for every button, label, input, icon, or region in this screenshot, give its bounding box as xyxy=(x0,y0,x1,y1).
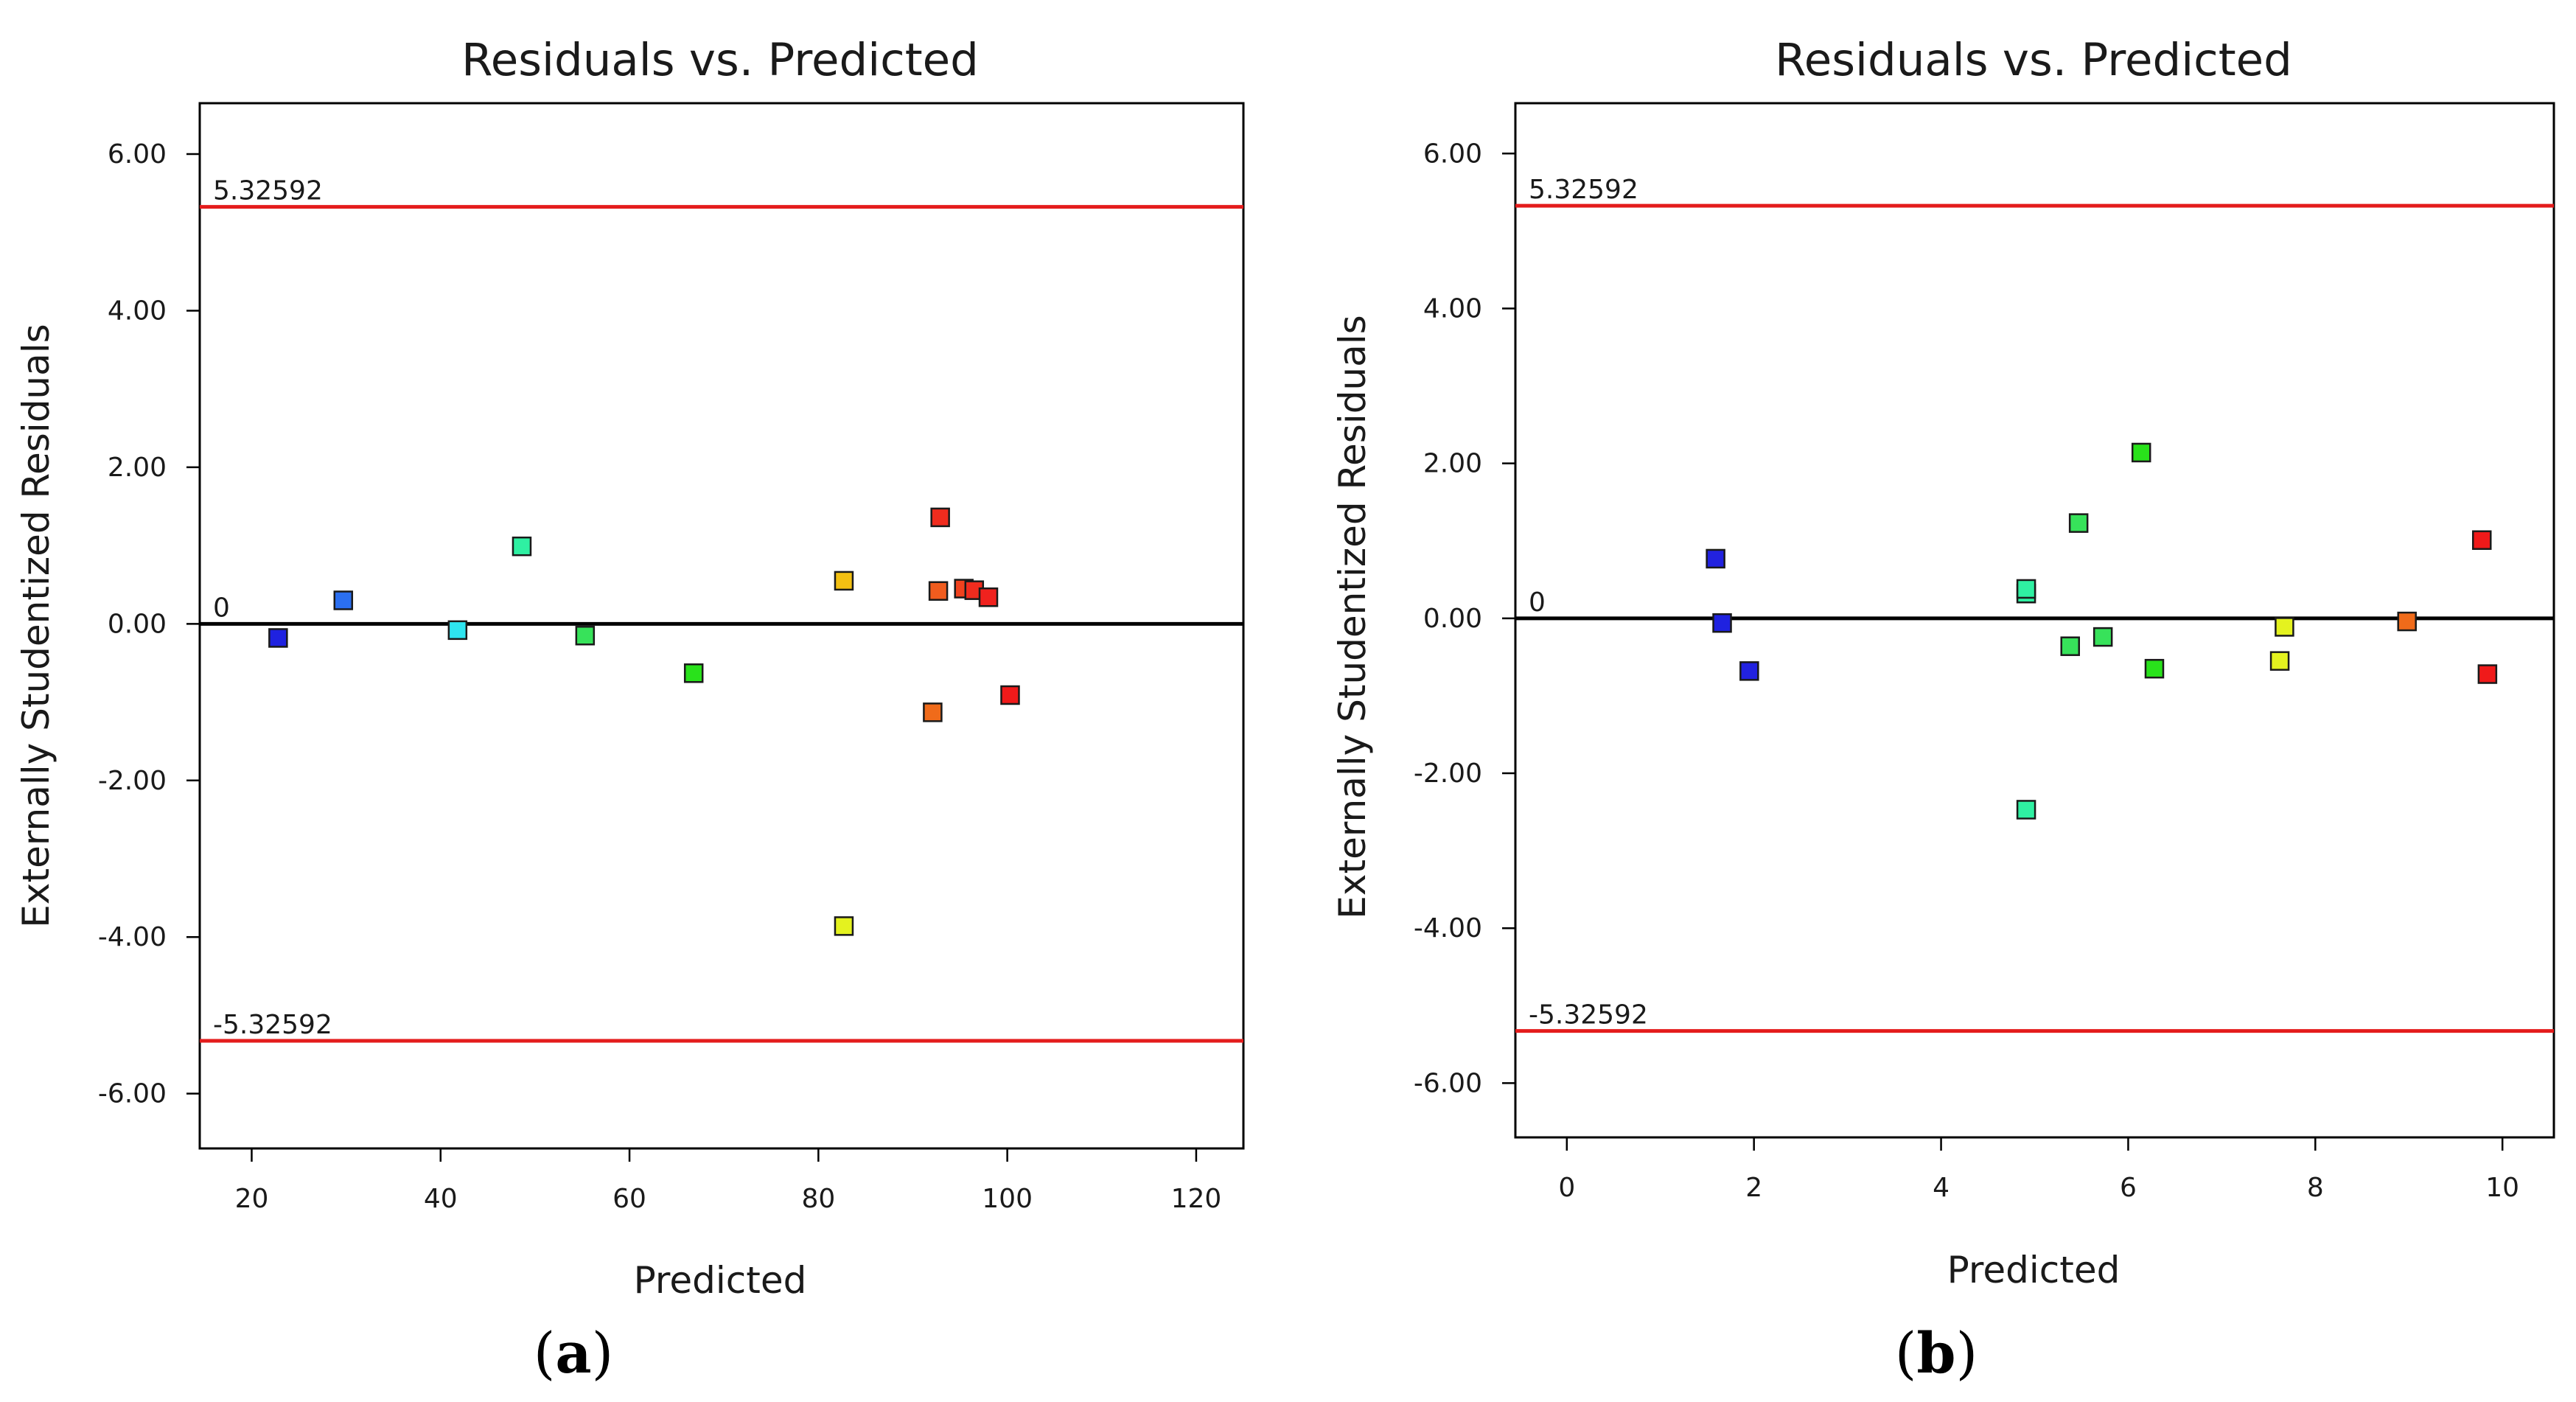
data-point xyxy=(2275,617,2294,637)
y-tick-label: -6.00 xyxy=(98,1079,167,1109)
data-point xyxy=(834,571,854,591)
chart-title: Residuals vs. Predicted xyxy=(461,34,979,86)
y-tick-label: -6.00 xyxy=(1414,1068,1482,1098)
y-tick-label: 6.00 xyxy=(108,139,167,170)
data-point xyxy=(268,628,288,648)
chart-title: Residuals vs. Predicted xyxy=(1775,34,2292,86)
data-point xyxy=(2269,651,2290,671)
panel-a: Residuals vs. Predicted 6.00 4.00 2.00 0.00… xyxy=(15,34,1245,1386)
x-axis: 0 2 4 6 8 10 xyxy=(1558,1137,2519,1203)
data-point xyxy=(2472,530,2492,550)
data-point xyxy=(1739,661,1759,681)
plot-frame xyxy=(1514,102,2555,1139)
panel-label: (b) xyxy=(1895,1320,1978,1386)
data-point xyxy=(928,581,949,601)
reference-line-label: -5.32592 xyxy=(213,1010,332,1040)
x-tick-label: 60 xyxy=(612,1184,646,1214)
data-point xyxy=(2477,664,2498,684)
y-axis: 6.00 4.00 2.00 0.00 -2.00 -4.00 -6.00 xyxy=(1414,139,1515,1098)
x-tick-label: 0 xyxy=(1558,1173,1575,1203)
y-tick-label: 0.00 xyxy=(108,609,167,639)
y-tick-label: -4.00 xyxy=(1414,913,1482,944)
data-point xyxy=(2016,579,2036,599)
reference-line-label: 0 xyxy=(213,593,230,623)
data-point xyxy=(930,507,950,528)
reference-lines: 5.32592 0 -5.32592 xyxy=(1515,175,2554,1033)
data-point xyxy=(1000,685,1020,705)
reference-line-label: 5.32592 xyxy=(1529,175,1638,205)
reference-line-label: 0 xyxy=(1529,587,1546,618)
y-tick-label: 4.00 xyxy=(1423,293,1482,324)
y-axis: 6.00 4.00 2.00 0.00 -2.00 -4.00 -6.00 xyxy=(98,139,200,1109)
x-axis-label: Predicted xyxy=(634,1259,807,1302)
data-point xyxy=(978,587,999,607)
x-axis-label: Predicted xyxy=(1947,1249,2121,1291)
x-tick-label: 2 xyxy=(1745,1173,1762,1203)
y-tick-label: -2.00 xyxy=(1414,758,1482,789)
x-tick-label: 8 xyxy=(2307,1173,2324,1203)
data-point xyxy=(2131,442,2151,463)
y-axis-label: Externally Studentized Residuals xyxy=(15,324,57,927)
data-point xyxy=(333,590,354,610)
x-tick-label: 6 xyxy=(2120,1173,2137,1203)
data-points xyxy=(268,507,1020,936)
data-point xyxy=(447,620,468,641)
x-tick-label: 100 xyxy=(982,1184,1033,1214)
data-point xyxy=(1706,548,1725,569)
data-point xyxy=(1712,613,1732,633)
x-tick-label: 40 xyxy=(424,1184,458,1214)
data-point xyxy=(834,916,854,936)
reference-line-label: -5.32592 xyxy=(1529,1000,1648,1030)
x-tick-label: 10 xyxy=(2485,1173,2519,1203)
y-axis-label: Externally Studentized Residuals xyxy=(1331,315,1374,918)
data-point xyxy=(923,702,943,722)
data-point xyxy=(2060,636,2080,656)
data-point xyxy=(2016,800,2036,820)
y-tick-label: 6.00 xyxy=(1423,139,1482,169)
x-tick-label: 20 xyxy=(235,1184,269,1214)
reference-line-label: 5.32592 xyxy=(213,176,323,206)
y-tick-label: 2.00 xyxy=(1423,449,1482,479)
y-tick-label: 2.00 xyxy=(108,453,167,483)
y-tick-label: -4.00 xyxy=(98,922,167,952)
y-tick-label: -2.00 xyxy=(98,766,167,796)
data-point xyxy=(2092,627,2113,647)
x-tick-label: 80 xyxy=(801,1184,835,1214)
x-tick-label: 4 xyxy=(1933,1173,1950,1203)
y-tick-label: 4.00 xyxy=(108,296,167,326)
panel-label: (a) xyxy=(534,1320,614,1386)
reference-lines: 5.32592 0 -5.32592 xyxy=(200,176,1243,1043)
y-tick-label: 0.00 xyxy=(1423,604,1482,634)
x-axis: 20 40 60 80 100 120 xyxy=(235,1148,1222,1214)
data-point xyxy=(575,626,596,646)
panel-letter: b xyxy=(1916,1320,1955,1386)
data-point xyxy=(2397,611,2417,632)
data-point xyxy=(512,536,532,557)
x-tick-label: 120 xyxy=(1171,1184,1222,1214)
plot-frame xyxy=(198,102,1245,1150)
panel-b: Residuals vs. Predicted 6.00 4.00 2.00 0.00… xyxy=(1331,34,2555,1386)
data-point xyxy=(2144,658,2165,679)
data-points xyxy=(1706,442,2498,820)
panel-letter: a xyxy=(555,1320,591,1386)
data-point xyxy=(683,663,704,683)
data-point xyxy=(2068,513,2089,533)
